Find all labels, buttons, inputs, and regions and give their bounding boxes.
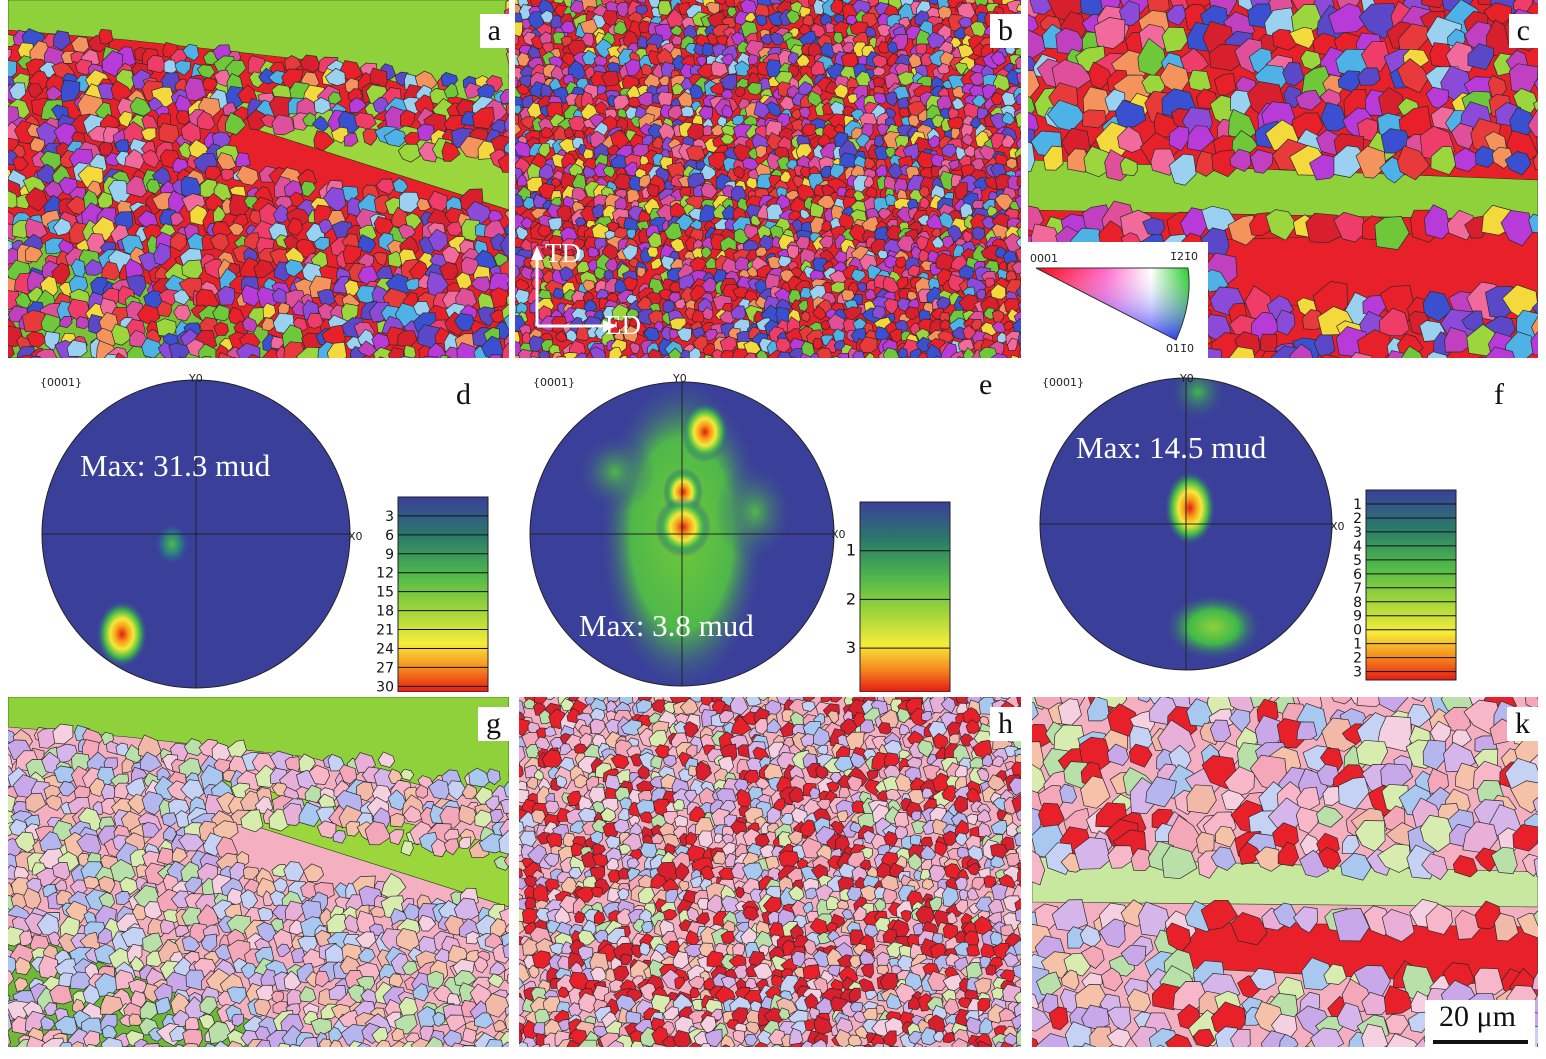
pf-e-ylabel: Y0: [673, 372, 687, 385]
pf-f-plane: {0001}: [1042, 376, 1084, 389]
grain-map-c: [1028, 0, 1538, 358]
pole-figure-d: 3 6 9 12 15 18 21 24 27 30 {0001} Y0 X0 Max: 31.3…: [0, 362, 515, 695]
pf-scale-tick: 7: [1353, 581, 1362, 597]
pf-f-max: Max: 14.5 mud: [1076, 430, 1267, 465]
pf-e-xlabel: X0: [831, 528, 846, 541]
pf-scale-tick: 24: [376, 641, 394, 657]
pole-figure-e: 1 2 3 {0001} Y0 X0 Max: 3.8 mud e: [515, 362, 1028, 693]
pf-scale-tick: 5: [1353, 553, 1362, 569]
panel-label-g: g: [478, 707, 509, 741]
pf-scale-tick: 6: [385, 528, 394, 544]
panel-label-b: b: [990, 14, 1021, 48]
grain-map-a: [8, 0, 509, 358]
panel-label-c: c: [1508, 14, 1538, 48]
td-label: TD: [545, 238, 581, 268]
pf-f-ylabel: Y0: [1180, 372, 1194, 385]
pf-scale-tick: 3: [1353, 525, 1362, 541]
pf-scale-tick: 2: [846, 589, 856, 608]
pf-d-max: Max: 31.3 mud: [80, 448, 271, 483]
pf-d-xlabel: X0: [348, 530, 363, 543]
ipf-color-key: 0001 1̄21̄0 011̄0: [1028, 242, 1208, 358]
pf-d-plane: {0001}: [40, 376, 82, 389]
pf-scale-tick: 9: [1353, 609, 1362, 625]
panel-label-f: f: [1494, 378, 1504, 411]
pf-d-ylabel: Y0: [189, 372, 203, 385]
pf-scale-tick: 27: [376, 660, 394, 676]
pf-scale-tick: 6: [1353, 567, 1362, 583]
pf-scale-tick: 15: [376, 585, 394, 601]
pf-scale-tick: 8: [1353, 595, 1362, 611]
pf-scale-tick: 1: [1353, 637, 1362, 653]
ipf-corner-1210: 1̄21̄0: [1170, 250, 1198, 263]
ebsd-map-a: a: [8, 0, 509, 358]
scale-bar-line: [1433, 1040, 1528, 1044]
pf-scale-tick: 1: [1353, 497, 1362, 513]
grain-map-h: [519, 697, 1021, 1047]
pf-scale-tick: 9: [385, 547, 394, 563]
pf-scale-tick: 3: [385, 509, 394, 525]
grain-map-g: [8, 697, 509, 1047]
panel-label-e: e: [979, 368, 993, 401]
scale-bar-label: 20 μm: [1439, 1000, 1516, 1033]
pf-scale-tick: 2: [1353, 651, 1362, 667]
scale-bar: 20 μm: [1425, 1000, 1535, 1050]
ipf-corner-0001: 0001: [1030, 252, 1058, 265]
ipf-corner-0110: 011̄0: [1166, 342, 1194, 355]
pole-figure-e-plot: 1 2 3: [529, 381, 951, 693]
pf-scale-tick: 3: [846, 638, 856, 657]
ebsd-map-k: k: [1032, 697, 1538, 1047]
ebsd-map-b: b TD ED: [515, 0, 1021, 358]
td-ed-axes: [531, 246, 617, 332]
pf-e-max: Max: 3.8 mud: [579, 608, 754, 643]
grain-map-k: [1032, 697, 1538, 1047]
ed-label: ED: [605, 310, 641, 340]
ebsd-map-g: g: [8, 697, 509, 1047]
pf-scale-tick: 3: [1353, 665, 1362, 681]
ebsd-map-h: h: [519, 697, 1021, 1047]
panel-label-d: d: [456, 378, 471, 411]
pf-scale-tick: 2: [1353, 511, 1362, 527]
panel-label-a: a: [479, 14, 509, 48]
panel-label-h: h: [990, 707, 1021, 741]
pf-e-plane: {0001}: [533, 376, 575, 389]
pf-scale-tick: 12: [376, 566, 394, 582]
pf-scale-tick: 18: [376, 604, 394, 620]
pf-scale-tick: 0: [1353, 623, 1362, 639]
pf-scale-tick: 4: [1353, 539, 1362, 555]
pole-figure-d-plot: 3 6 9 12 15 18 21 24 27 30: [41, 379, 489, 695]
panel-label-k: k: [1507, 707, 1538, 741]
pf-scale-tick: 21: [376, 623, 394, 639]
pf-scale-tick: 1: [846, 541, 856, 560]
ipf-triangle: [1035, 267, 1190, 341]
grain-map-b: [515, 0, 1021, 358]
ebsd-map-c: c 0001 1̄21̄0 011̄0: [1028, 0, 1538, 358]
pf-scale-tick: 30: [376, 679, 394, 692]
pf-f-xlabel: X0: [1330, 520, 1345, 533]
